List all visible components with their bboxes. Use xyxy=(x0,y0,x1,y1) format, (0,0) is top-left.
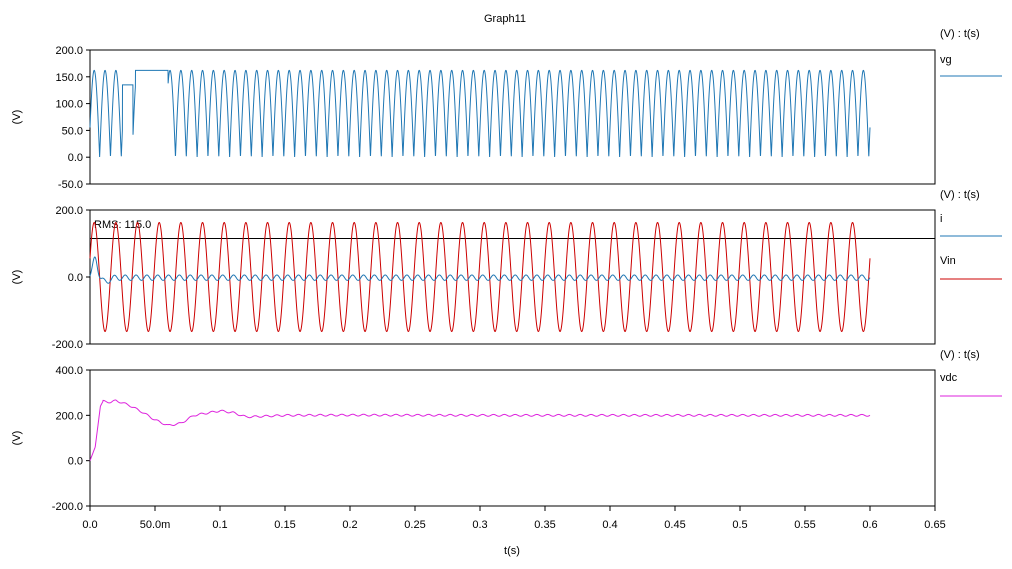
panel-middle-ylabel: (V) xyxy=(11,270,23,285)
legend-vin-label: Vin xyxy=(940,255,956,267)
tick-layer: 200.0 150.0 100.0 50.0 0.0 -50.0 200.0 0.0 -200.… xyxy=(52,45,946,531)
y-tick-label: 150.0 xyxy=(55,72,83,84)
y-tick-label: 200.0 xyxy=(55,205,83,217)
panel-top-legend-header: (V) : t(s) xyxy=(940,28,980,40)
panel-bottom-frame[interactable] xyxy=(89,369,936,507)
y-tick-label: 50.0 xyxy=(62,125,83,137)
x-tick-label: 0.3 xyxy=(472,519,487,531)
chart-title: Graph11 xyxy=(484,13,526,25)
series-vin-line xyxy=(89,222,871,332)
x-tick-label: 0.6 xyxy=(862,519,877,531)
x-tick-label: 0.45 xyxy=(664,519,685,531)
y-tick-label: 200.0 xyxy=(55,410,83,422)
x-axis-label: t(s) xyxy=(504,545,520,557)
panel-top-ylabel: (V) xyxy=(11,110,23,125)
x-tick-label: 0.4 xyxy=(602,519,617,531)
x-tick-label: 50.0m xyxy=(140,519,171,531)
y-tick-label: -50.0 xyxy=(58,179,83,191)
panel-bottom-legend-header: (V) : t(s) xyxy=(940,349,980,361)
y-tick-label: 0.0 xyxy=(68,152,83,164)
x-tick-label: 0.35 xyxy=(534,519,555,531)
y-tick-label: -200.0 xyxy=(52,339,83,351)
legend-vdc-label: vdc xyxy=(940,372,958,384)
x-tick-label: 0.65 xyxy=(924,519,945,531)
series-i-line xyxy=(89,256,871,284)
panel-middle-legend-header: (V) : t(s) xyxy=(940,189,980,201)
y-tick-label: 400.0 xyxy=(55,365,83,377)
x-tick-label: 0.1 xyxy=(212,519,227,531)
series-layer xyxy=(89,69,935,461)
x-tick-label: 0.0 xyxy=(82,519,97,531)
y-tick-label: 0.0 xyxy=(68,456,83,468)
y-tick-label: 0.0 xyxy=(68,272,83,284)
y-tick-label: 100.0 xyxy=(55,99,83,111)
legend-i-label: i xyxy=(940,213,942,225)
y-tick-label: -200.0 xyxy=(52,501,83,513)
y-tick-label: 200.0 xyxy=(55,45,83,57)
series-vg-line xyxy=(89,69,871,158)
rms-annotation: RMS: 115.0 xyxy=(94,219,151,231)
panel-bottom-ylabel: (V) xyxy=(11,431,23,446)
legend-vg-label: vg xyxy=(940,54,952,66)
x-tick-label: 0.5 xyxy=(732,519,747,531)
x-tick-label: 0.15 xyxy=(274,519,295,531)
series-vdc-line xyxy=(89,399,871,461)
x-tick-label: 0.55 xyxy=(794,519,815,531)
x-tick-label: 0.2 xyxy=(342,519,357,531)
x-tick-label: 0.25 xyxy=(404,519,425,531)
